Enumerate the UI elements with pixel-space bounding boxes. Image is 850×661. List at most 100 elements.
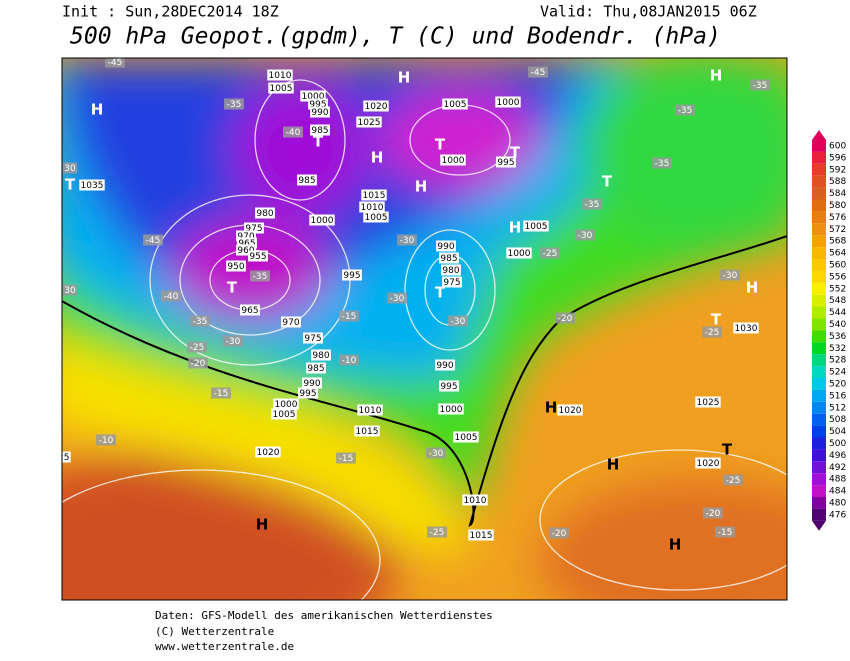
isobar-label-box <box>439 252 459 264</box>
temperature-label-box <box>702 326 722 338</box>
temperature-label-box <box>582 198 602 210</box>
temperature-label-box <box>250 270 270 282</box>
colorbar-swatch <box>812 247 826 259</box>
colorbar-swatch <box>812 211 826 224</box>
colorbar-label: 524 <box>829 368 846 378</box>
isobar-label: 1025 <box>358 118 381 128</box>
temperature-label: -35 <box>193 317 208 327</box>
colorbar-swatch <box>812 366 826 378</box>
isobar-label-box <box>359 201 385 213</box>
isobar-label: 1005 <box>273 410 296 420</box>
colorbar-arrow <box>812 520 826 531</box>
isobar-label: 980 <box>312 351 329 361</box>
isobar-label-box <box>356 116 382 128</box>
isobar-label: 1010 <box>361 203 384 213</box>
isobar-label: 990 <box>311 108 328 118</box>
temperature-label-box <box>715 526 735 538</box>
isobar-label-box <box>300 90 326 102</box>
temperature-label: -45 <box>146 236 161 246</box>
isobar-label: 995 <box>299 389 316 399</box>
isobar-label-box <box>453 431 479 443</box>
isobar-label-box <box>361 189 387 201</box>
temperature-label: -30 <box>723 271 738 281</box>
isobar-label: 1000 <box>497 98 520 108</box>
pressure-center-label: H <box>256 516 269 534</box>
isobar-label: 1005 <box>525 222 548 232</box>
colorbar-swatch <box>812 401 826 414</box>
isobar-label: 1015 <box>470 531 493 541</box>
isobar-label: 980 <box>256 209 273 219</box>
colorbar-label: 484 <box>829 487 846 497</box>
temperature-label: -25 <box>190 343 205 353</box>
colorbar-swatch <box>812 497 826 509</box>
isobar-label: 980 <box>442 266 459 276</box>
isobar-label: 1010 <box>269 71 292 81</box>
isobar-label: 950 <box>227 262 244 272</box>
colorbar-swatch <box>812 354 826 367</box>
temperature-label-box <box>190 315 210 327</box>
isobar-label-box <box>308 98 328 110</box>
pressure-center-label: H <box>746 279 759 297</box>
isobar-label-box <box>354 425 380 437</box>
colorbar-swatch <box>812 306 826 319</box>
isobar-label: 990 <box>303 379 320 389</box>
colorbar-label: 540 <box>829 320 846 330</box>
colorbar-label: 556 <box>829 272 846 282</box>
colorbar-swatch <box>812 330 826 343</box>
isobar-label-box <box>357 404 383 416</box>
isobar-label: 965 <box>238 239 255 249</box>
isobar-label-box <box>281 316 301 328</box>
colorbar-label: 480 <box>829 498 846 508</box>
colorbar-swatch <box>812 473 826 486</box>
isobar-label-box <box>468 529 494 541</box>
colorbar-swatch <box>812 235 826 248</box>
isobar-label: 975 <box>245 224 262 234</box>
temperature-label: -35 <box>253 272 268 282</box>
isobar-label: 995 <box>309 100 326 110</box>
isobar-label: 970 <box>237 232 254 242</box>
temperature-label-box <box>675 104 695 116</box>
valid-time: Valid: Thu,08JAN2015 06Z <box>540 3 757 21</box>
isobar-label-box <box>363 100 389 112</box>
isobar-label: 995 <box>440 382 457 392</box>
pressure-center-label: H <box>91 101 104 119</box>
isobar-label: 1015 <box>356 427 379 437</box>
isobar-label: 1020 <box>257 448 280 458</box>
temperature-label-box <box>96 434 116 446</box>
colorbar-swatch <box>812 259 826 271</box>
isobar-label: 960 <box>237 246 254 256</box>
isobar-label-box <box>506 247 532 259</box>
isobar-label-box <box>342 269 362 281</box>
colorbar-label: 580 <box>829 201 846 211</box>
colorbar-swatch <box>812 461 826 474</box>
isobar-label-box <box>255 446 281 458</box>
isobar-label-box <box>462 494 488 506</box>
colorbar-arrow <box>812 130 826 140</box>
colorbar-label: 492 <box>829 463 846 473</box>
isobar-label: 1000 <box>442 156 465 166</box>
temperature-label-box <box>339 310 359 322</box>
isobar-label: 1030 <box>735 324 758 334</box>
init-time: Init : Sun,28DEC2014 18Z <box>62 3 279 21</box>
temperature-label-box <box>723 474 743 486</box>
pressure-center-label: H <box>509 219 522 237</box>
colorbar-swatch <box>812 282 826 295</box>
pressure-center-label: H <box>669 536 682 554</box>
temperature-label: -30 <box>429 449 444 459</box>
temperature-label: -40 <box>286 128 301 138</box>
isobar-label-box <box>438 403 464 415</box>
pressure-center-label: H <box>371 149 384 167</box>
isobar-label-box <box>695 396 721 408</box>
isobar-label: 990 <box>437 242 454 252</box>
temperature-label: -45 <box>531 68 546 78</box>
temperature-label-box <box>187 341 207 353</box>
temperature-label-box <box>224 98 244 110</box>
isobar-label-box <box>523 220 549 232</box>
temperature-label-box <box>339 354 359 366</box>
colorbar-label: 560 <box>829 260 846 270</box>
colorbar-swatch <box>812 342 826 355</box>
colorbar-swatch <box>812 199 826 212</box>
isobar-label: 1005 <box>455 433 478 443</box>
temperature-label: -15 <box>214 389 229 399</box>
